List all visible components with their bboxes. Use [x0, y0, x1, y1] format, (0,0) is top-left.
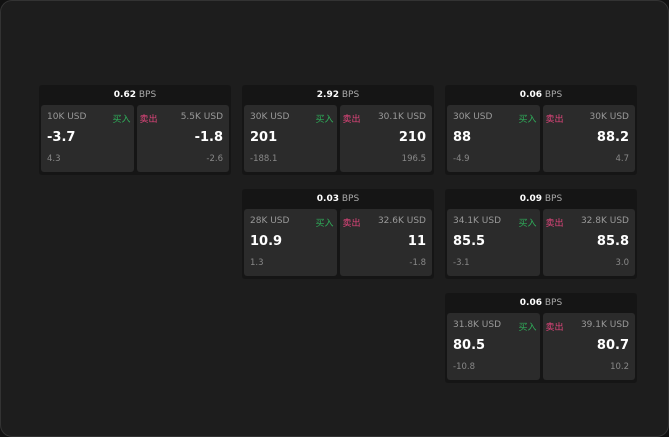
sell-label: 卖出: [545, 115, 564, 125]
sell-change: 196.5: [401, 154, 426, 164]
spread-header: 0.03 BPS: [242, 189, 434, 209]
spread-header: 2.92 BPS: [242, 85, 434, 105]
spread-unit: BPS: [138, 90, 157, 100]
buy-button[interactable]: 10K USD 买入 -3.7 4.3: [41, 105, 134, 172]
spread-unit: BPS: [544, 90, 563, 100]
quote-card: 0.62 BPS 10K USD 买入 -3.7 4.3 卖出 5.5K USD…: [39, 85, 231, 175]
sell-price: 88.2: [596, 130, 629, 145]
buy-button[interactable]: 30K USD 买入 88 -4.9: [447, 105, 540, 172]
buy-label: 买入: [518, 115, 537, 125]
sell-quantity: 30K USD: [589, 112, 629, 122]
sell-button[interactable]: 卖出 32.6K USD 11 -1.8: [339, 209, 432, 276]
buy-price: 85.5: [453, 234, 486, 249]
sell-label: 卖出: [342, 115, 361, 125]
buy-label: 买入: [315, 219, 334, 229]
buy-quantity: 28K USD: [250, 216, 290, 226]
spread-header: 0.62 BPS: [39, 85, 231, 105]
sell-label: 卖出: [545, 323, 564, 333]
spread-unit: BPS: [544, 298, 563, 308]
sell-quantity: 32.8K USD: [580, 216, 629, 226]
buy-change: -4.9: [453, 154, 470, 164]
sell-label: 卖出: [342, 219, 361, 229]
buy-price: 10.9: [250, 234, 283, 249]
sell-change: 3.0: [615, 258, 629, 268]
sell-change: -1.8: [409, 258, 426, 268]
sell-price: 80.7: [596, 338, 629, 353]
buy-change: -188.1: [250, 154, 278, 164]
buy-label: 买入: [315, 115, 334, 125]
buy-quantity: 31.8K USD: [453, 320, 502, 330]
sell-quantity: 5.5K USD: [180, 112, 223, 122]
sell-button[interactable]: 卖出 30K USD 88.2 4.7: [542, 105, 635, 172]
spread-header: 0.06 BPS: [445, 85, 637, 105]
sell-label: 卖出: [139, 115, 158, 125]
buy-price: 201: [250, 130, 278, 145]
spread-value: 0.06: [519, 298, 542, 308]
sell-quantity: 39.1K USD: [580, 320, 629, 330]
buy-price: 80.5: [453, 338, 486, 353]
sell-change: 10.2: [610, 362, 629, 372]
quote-card: 2.92 BPS 30K USD 买入 201 -188.1 卖出 30.1K …: [242, 85, 434, 175]
sell-change: -2.6: [206, 154, 223, 164]
sell-price: -1.8: [194, 130, 223, 145]
sell-button[interactable]: 卖出 30.1K USD 210 196.5: [339, 105, 432, 172]
buy-button[interactable]: 31.8K USD 买入 80.5 -10.8: [447, 313, 540, 380]
quote-card: 0.09 BPS 34.1K USD 买入 85.5 -3.1 卖出 32.8K…: [445, 189, 637, 279]
buy-label: 买入: [112, 115, 131, 125]
spread-header: 0.09 BPS: [445, 189, 637, 209]
buy-label: 买入: [518, 219, 537, 229]
buy-change: 4.3: [47, 154, 61, 164]
sell-price: 85.8: [596, 234, 629, 249]
sell-button[interactable]: 卖出 39.1K USD 80.7 10.2: [542, 313, 635, 380]
spread-value: 0.03: [316, 194, 339, 204]
spread-header: 0.06 BPS: [445, 293, 637, 313]
buy-button[interactable]: 34.1K USD 买入 85.5 -3.1: [447, 209, 540, 276]
quote-card: 0.06 BPS 30K USD 买入 88 -4.9 卖出 30K USD 8…: [445, 85, 637, 175]
sell-button[interactable]: 卖出 32.8K USD 85.8 3.0: [542, 209, 635, 276]
spread-unit: BPS: [341, 90, 360, 100]
spread-unit: BPS: [341, 194, 360, 204]
sell-button[interactable]: 卖出 5.5K USD -1.8 -2.6: [136, 105, 229, 172]
buy-quantity: 30K USD: [250, 112, 290, 122]
buy-change: -10.8: [453, 362, 475, 372]
spread-value: 2.92: [316, 90, 339, 100]
buy-change: 1.3: [250, 258, 264, 268]
sell-quantity: 32.6K USD: [377, 216, 426, 226]
spread-value: 0.09: [519, 194, 542, 204]
buy-price: 88: [453, 130, 472, 145]
buy-button[interactable]: 28K USD 买入 10.9 1.3: [244, 209, 337, 276]
buy-quantity: 10K USD: [47, 112, 87, 122]
spread-unit: BPS: [544, 194, 563, 204]
sell-change: 4.7: [615, 154, 629, 164]
sell-label: 卖出: [545, 219, 564, 229]
sell-price: 11: [407, 234, 426, 249]
buy-change: -3.1: [453, 258, 470, 268]
quote-card: 0.06 BPS 31.8K USD 买入 80.5 -10.8 卖出 39.1…: [445, 293, 637, 383]
spread-value: 0.06: [519, 90, 542, 100]
buy-quantity: 34.1K USD: [453, 216, 502, 226]
buy-quantity: 30K USD: [453, 112, 493, 122]
spread-value: 0.62: [113, 90, 136, 100]
sell-quantity: 30.1K USD: [377, 112, 426, 122]
buy-button[interactable]: 30K USD 买入 201 -188.1: [244, 105, 337, 172]
buy-label: 买入: [518, 323, 537, 333]
buy-price: -3.7: [47, 130, 76, 145]
quote-card: 0.03 BPS 28K USD 买入 10.9 1.3 卖出 32.6K US…: [242, 189, 434, 279]
sell-price: 210: [398, 130, 426, 145]
